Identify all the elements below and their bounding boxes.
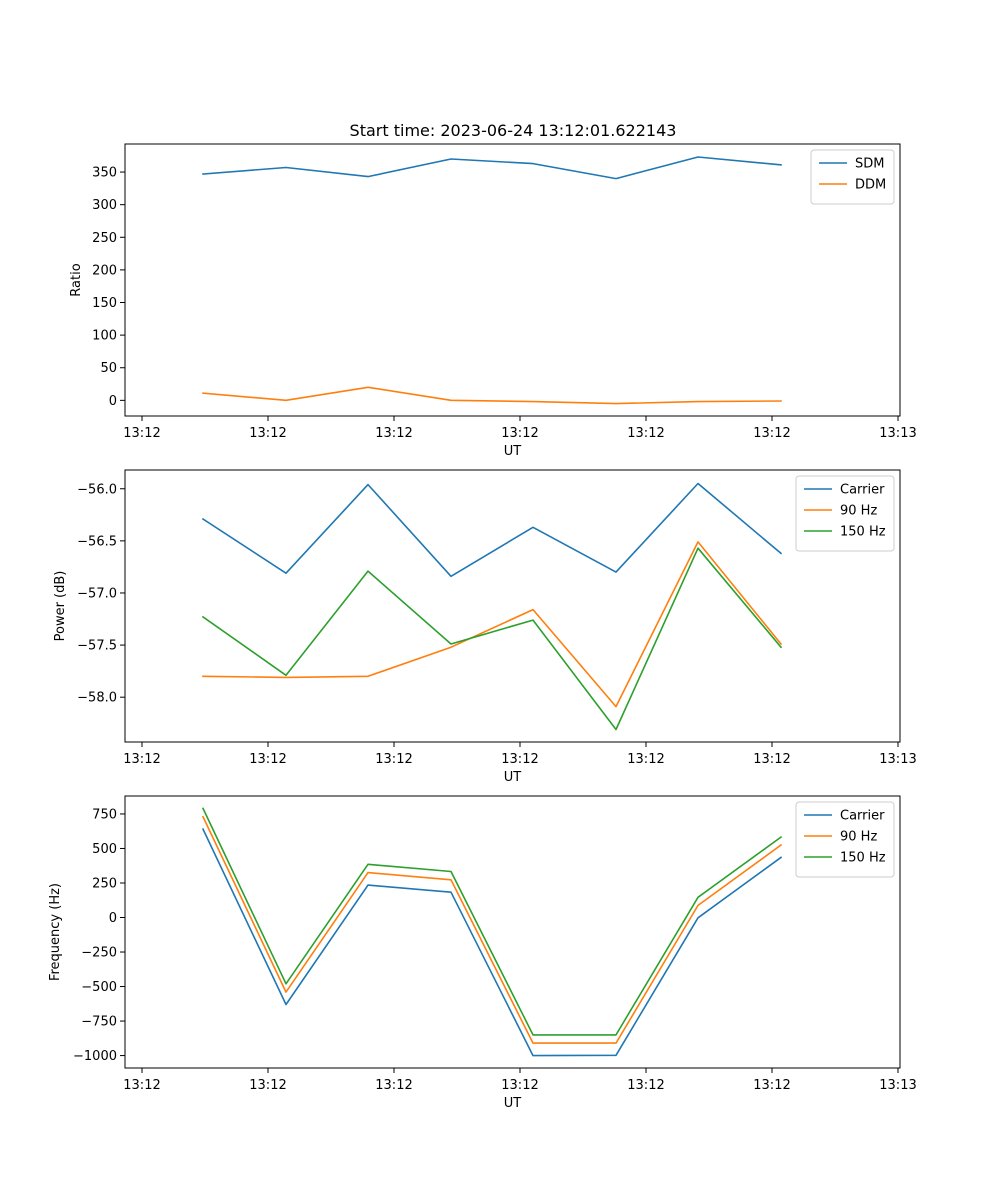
x-tick-label: 13:12	[375, 752, 412, 767]
x-tick-label: 13:12	[375, 426, 412, 441]
legend: SDM DDM	[810, 149, 895, 205]
x-tick-label: 13:12	[123, 1078, 160, 1093]
y-tick-label: −58.0	[77, 691, 117, 706]
legend-label: 150 Hz	[840, 851, 886, 866]
panel-2: 13:12 13:12 13:12 13:12 13:12 13:12 13:13 −56.0…	[53, 469, 917, 785]
legend-frame	[795, 475, 895, 552]
y-tick-label: 250	[92, 876, 117, 891]
y-tick-label: −57.0	[77, 586, 117, 601]
legend-label: DDM	[855, 178, 886, 193]
y-tick-label: −250	[81, 946, 117, 961]
x-tick-label: 13:12	[123, 752, 160, 767]
panel-1: 13:12 13:12 13:12 13:12 13:12 13:12 13:13 0 50 10…	[69, 143, 917, 459]
x-tick-label: 13:12	[501, 426, 538, 441]
x-tick-label: 13:12	[501, 1078, 538, 1093]
series-line-carrier	[201, 482, 783, 578]
series-line-carrier	[201, 828, 783, 1057]
series-line-ddm	[202, 386, 782, 405]
legend: Carrier 90 Hz 150 Hz	[795, 475, 895, 552]
series-line-90-hz	[201, 815, 783, 1044]
y-tick-label: 250	[92, 231, 117, 246]
x-tick-label: 13:12	[249, 1078, 286, 1093]
y-tick-label: 500	[92, 842, 117, 857]
legend-label: SDM	[855, 157, 884, 172]
legend: Carrier 90 Hz 150 Hz	[795, 801, 895, 878]
y-tick-label: −750	[81, 1015, 117, 1030]
y-axis-label: Frequency (Hz)	[48, 883, 63, 981]
y-tick-label: 0	[109, 394, 117, 409]
x-tick-label: 13:12	[627, 1078, 664, 1093]
x-tick-label: 13:12	[249, 752, 286, 767]
x-tick-label: 13:13	[879, 752, 916, 767]
y-tick-label: −1000	[73, 1049, 117, 1064]
y-axis-label: Power (dB)	[53, 571, 68, 642]
axes-frame	[124, 795, 901, 1069]
y-tick-label: 0	[109, 911, 117, 926]
plots: 13:12 13:12 13:12 13:12 13:12 13:12 13:13 0 50 10…	[48, 143, 917, 1111]
series-line-150-hz	[201, 547, 783, 731]
x-tick-label: 13:12	[501, 752, 538, 767]
legend-label: Carrier	[840, 483, 885, 498]
x-tick-label: 13:12	[627, 426, 664, 441]
y-tick-label: 300	[92, 198, 117, 213]
x-tick-label: 13:12	[627, 752, 664, 767]
y-tick-label: −56.5	[77, 534, 117, 549]
y-tick-label: 100	[92, 329, 117, 344]
x-tick-label: 13:12	[753, 752, 790, 767]
x-tick-label: 13:12	[753, 1078, 790, 1093]
x-tick-label: 13:12	[249, 426, 286, 441]
figure-title: Start time: 2023-06-24 13:12:01.622143	[350, 121, 677, 140]
legend-label: 90 Hz	[840, 504, 877, 519]
panel-3: 13:12 13:12 13:12 13:12 13:12 13:12 13:13 750 50…	[48, 795, 917, 1111]
x-axis-label: UT	[504, 770, 522, 785]
series-line-90-hz	[202, 541, 783, 708]
y-tick-label: 750	[92, 807, 117, 822]
y-tick-label: 350	[92, 166, 117, 181]
legend-label: 150 Hz	[840, 525, 886, 540]
legend-label: 90 Hz	[840, 830, 877, 845]
y-tick-label: −57.5	[77, 639, 117, 654]
x-tick-label: 13:13	[879, 426, 916, 441]
x-tick-label: 13:13	[879, 1078, 916, 1093]
x-axis-label: UT	[504, 1096, 522, 1111]
y-tick-label: 200	[92, 263, 117, 278]
x-axis-label: UT	[504, 444, 522, 459]
legend-label: Carrier	[840, 809, 885, 824]
y-tick-label: 150	[92, 296, 117, 311]
y-tick-label: −500	[81, 980, 117, 995]
series-line-sdm	[202, 156, 782, 180]
legend-frame	[795, 801, 895, 878]
axes-frame	[124, 143, 901, 417]
x-tick-label: 13:12	[123, 426, 160, 441]
series-line-150-hz	[201, 807, 783, 1036]
y-tick-label: −56.0	[77, 482, 117, 497]
y-axis-label: Ratio	[69, 263, 84, 296]
x-tick-label: 13:12	[375, 1078, 412, 1093]
axes-frame	[124, 469, 901, 743]
x-tick-label: 13:12	[753, 426, 790, 441]
y-tick-label: 50	[100, 361, 117, 376]
